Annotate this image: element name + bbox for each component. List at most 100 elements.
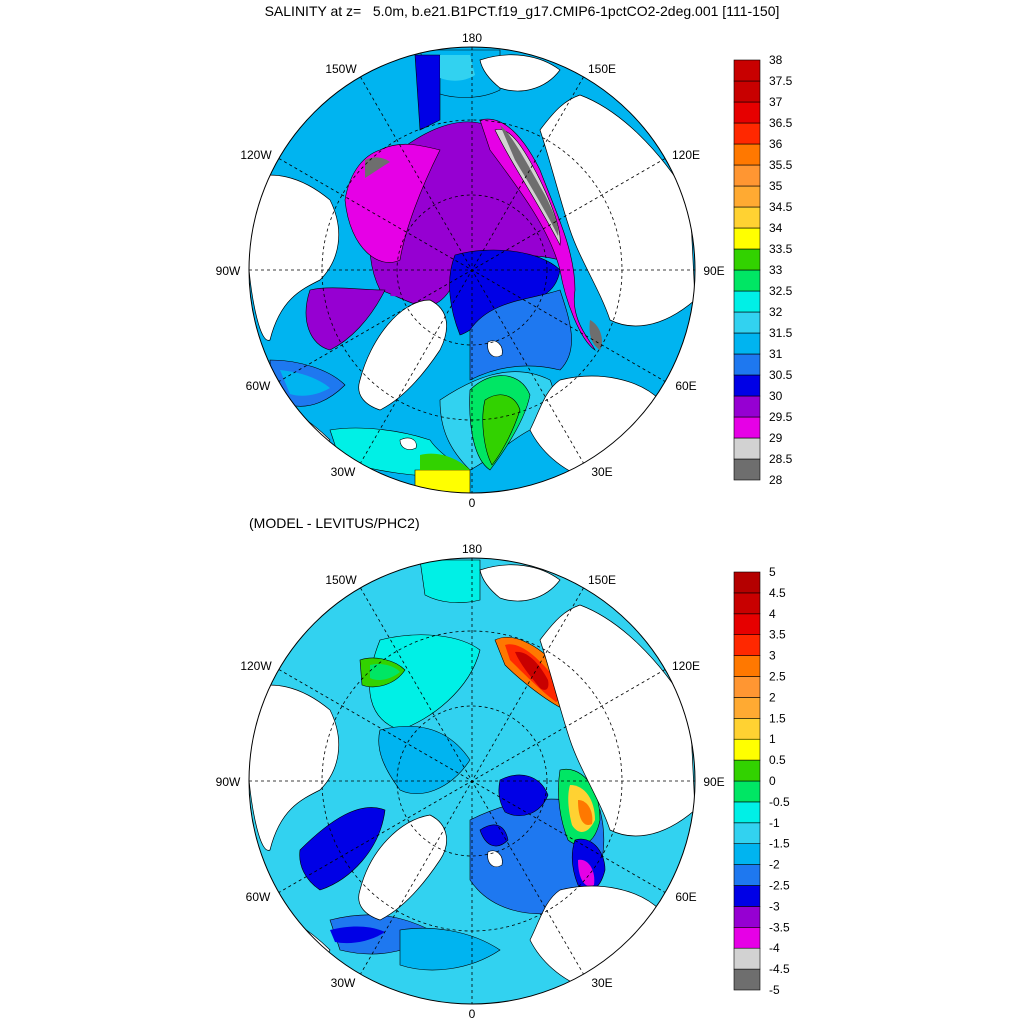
colorbar-swatch <box>733 926 761 949</box>
lon-label: 60W <box>246 379 271 393</box>
colorbar-swatch <box>733 122 761 145</box>
colorbar-tick-label: -3.5 <box>769 920 790 934</box>
colorbar-swatch <box>733 353 761 376</box>
colorbar-swatch <box>733 416 761 439</box>
difference-subtitle: (MODEL - LEVITUS/PHC2) <box>249 515 420 531</box>
difference-map <box>248 557 696 1005</box>
colorbar-swatch <box>733 947 761 970</box>
colorbar-tick-label: 29.5 <box>769 410 793 424</box>
colorbar-swatch <box>733 864 761 886</box>
map-title: SALINITY at z= 5.0m, b.e21.B1PCT.f19_g17… <box>265 3 780 19</box>
colorbar-swatch <box>733 185 761 208</box>
colorbar-tick-label: 31 <box>769 347 783 361</box>
colorbar-tick-label: 32 <box>769 305 783 319</box>
colorbar-swatch <box>733 143 761 166</box>
colorbar-swatch <box>733 885 761 907</box>
lon-labels-bottom: 180 150E 120E 90E 60E 30E 0 30W 60W 90W … <box>216 542 725 1021</box>
lon-label: 0 <box>469 496 476 510</box>
colorbar-salinity: 28 28.5 29 29.5 30 30.5 31 31.5 32 32.5 33 33.5 34 34… <box>733 53 793 487</box>
colorbar-swatch <box>733 269 761 292</box>
colorbar-swatch <box>733 164 761 187</box>
colorbar-tick-label: 30 <box>769 389 783 403</box>
colorbar-tick-label: -4.5 <box>769 962 790 976</box>
colorbar-tick-label: 3.5 <box>769 628 786 642</box>
colorbar-tick-label: 32.5 <box>769 284 793 298</box>
colorbar-swatch <box>733 59 761 82</box>
colorbar-tick-label: 37 <box>769 95 783 109</box>
lon-label: 0 <box>469 1007 476 1021</box>
colorbar-tick-label: 31.5 <box>769 326 793 340</box>
graticule <box>249 47 695 493</box>
colorbar-tick-label: 35 <box>769 179 783 193</box>
lon-label: 30E <box>591 465 612 479</box>
colorbar-swatch <box>733 395 761 418</box>
colorbar-tick-label: 28.5 <box>769 452 793 466</box>
colorbar-tick-label: 34 <box>769 221 783 235</box>
lon-label: 120W <box>240 659 272 673</box>
colorbar-tick-label: 37.5 <box>769 74 793 88</box>
lon-label: 150W <box>325 62 357 76</box>
lon-label: 150E <box>588 62 616 76</box>
colorbar-swatch <box>733 437 761 460</box>
colorbar-difference: -5 -4.5 -4 -3.5 -3 -2.5 -2 -1.5 -1 -0.5 0 0.5 1 1.5 2 2… <box>733 565 790 997</box>
lon-label: 180 <box>462 31 482 45</box>
colorbar-tick-label: -0.5 <box>769 795 790 809</box>
colorbar-swatch <box>733 655 761 677</box>
lon-label: 90E <box>703 264 724 278</box>
colorbar-swatch <box>733 374 761 397</box>
colorbar-tick-label: 1 <box>769 732 776 746</box>
colorbar-tick-label: 1.5 <box>769 711 786 725</box>
colorbar-swatch <box>733 248 761 271</box>
colorbar-swatch <box>733 822 761 844</box>
lon-label: 90W <box>216 775 241 789</box>
lon-label: 150W <box>325 573 357 587</box>
colorbar-swatch <box>733 676 761 698</box>
colorbar-swatch <box>733 843 761 865</box>
colorbar-tick-label: -4 <box>769 941 780 955</box>
colorbar-tick-label: -2.5 <box>769 879 790 893</box>
colorbar-tick-label: 2.5 <box>769 670 786 684</box>
colorbar-swatch <box>733 206 761 229</box>
lon-label: 120E <box>672 659 700 673</box>
colorbar-swatch <box>733 717 761 740</box>
colorbar-swatch <box>733 634 761 656</box>
colorbar-tick-label: 0 <box>769 774 776 788</box>
graticule <box>249 558 695 1004</box>
colorbar-tick-label: 3 <box>769 649 776 663</box>
lon-label: 120W <box>240 148 272 162</box>
colorbar-tick-label: 28 <box>769 473 783 487</box>
colorbar-swatch <box>733 738 761 761</box>
colorbar-swatch <box>733 571 761 594</box>
colorbar-swatch <box>733 227 761 250</box>
colorbar-tick-label: -5 <box>769 983 780 997</box>
colorbar-swatch <box>733 101 761 124</box>
colorbar-tick-label: 34.5 <box>769 200 793 214</box>
lon-label: 60W <box>246 890 271 904</box>
colorbar-tick-label: 36 <box>769 137 783 151</box>
lon-label: 30W <box>331 465 356 479</box>
colorbar-swatch <box>733 697 761 719</box>
colorbar-tick-label: 36.5 <box>769 116 793 130</box>
lon-labels-top: 180 150E 120E 90E 60E 30E 0 30W 60W 90W … <box>216 31 725 510</box>
colorbar-swatch <box>733 780 761 803</box>
lon-label: 90E <box>703 775 724 789</box>
lon-label: 60E <box>675 379 696 393</box>
colorbar-tick-label: 33.5 <box>769 242 793 256</box>
lon-label: 180 <box>462 542 482 556</box>
colorbar-tick-label: 0.5 <box>769 753 786 767</box>
lon-label: 120E <box>672 148 700 162</box>
lon-label: 150E <box>588 573 616 587</box>
colorbar-tick-label: 4 <box>769 607 776 621</box>
colorbar-tick-label: -1.5 <box>769 837 790 851</box>
colorbar-swatch <box>733 968 761 991</box>
colorbar-tick-label: 33 <box>769 263 783 277</box>
colorbar-tick-label: 5 <box>769 565 776 579</box>
lon-label: 90W <box>216 264 241 278</box>
colorbar-swatch <box>733 332 761 355</box>
colorbar-swatch <box>733 458 761 481</box>
colorbar-tick-label: 38 <box>769 53 783 67</box>
colorbar-tick-label: 30.5 <box>769 368 793 382</box>
colorbar-swatch <box>733 592 761 615</box>
colorbar-tick-label: -2 <box>769 858 780 872</box>
colorbar-swatch <box>733 613 761 635</box>
